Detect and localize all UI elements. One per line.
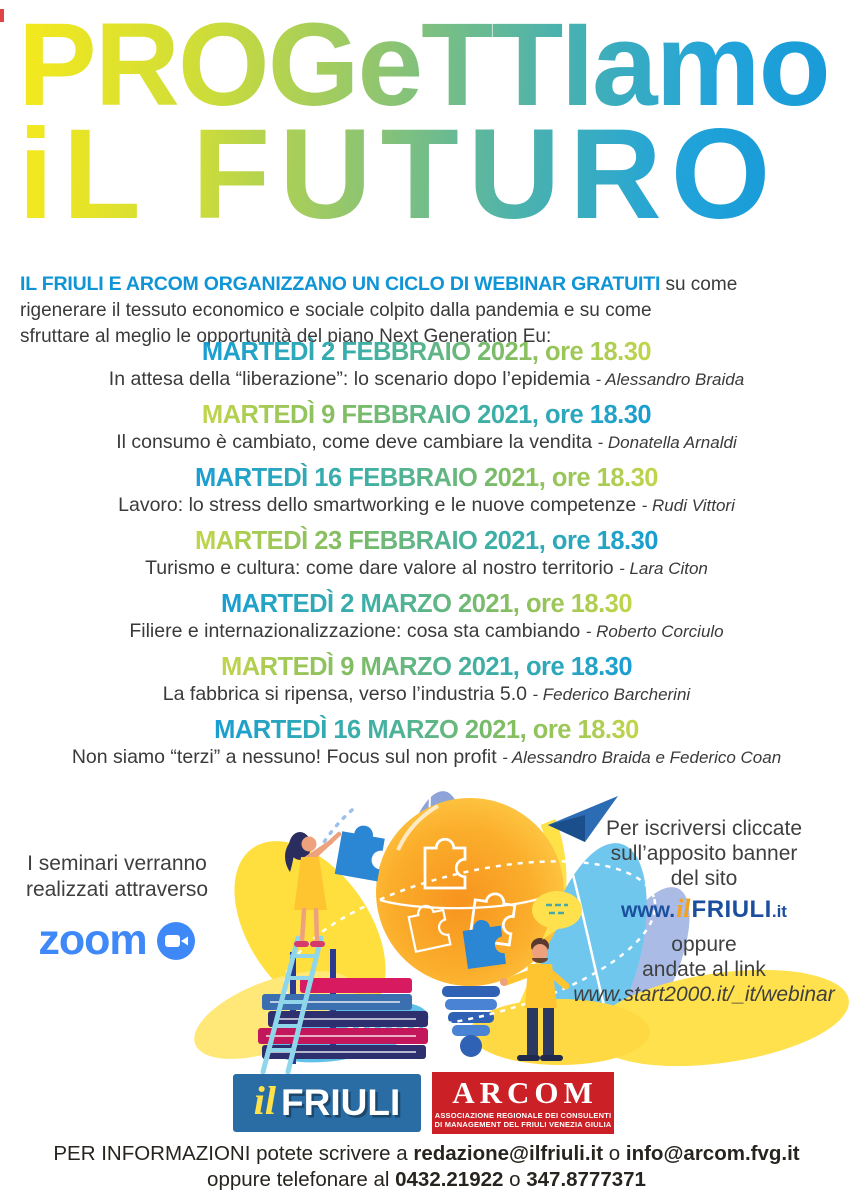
footer-line1-mid: o [608,1142,621,1165]
footer-line2: oppure telefonare al 0432.21922 o 347.87… [0,1167,853,1193]
arcom-logo-name: ARCOM [452,1075,598,1110]
footer-line1: PER INFORMAZIONI potete scrivere a redaz… [0,1141,853,1167]
webinar-entry: MARTEDÌ 23 FEBBRAIO 2021, ore 18.30 Turi… [0,526,853,581]
footer-email-arcom[interactable]: info@arcom.fvg.it [625,1142,800,1165]
webinar-topic-row: Il consumo è cambiato, come deve cambiar… [0,430,853,455]
zoom-logo: zoom [8,919,226,962]
webinar-topic: Non siamo “terzi” a nessuno! Focus sul n… [71,746,497,768]
footer-line1-pre: PER INFORMAZIONI potete scrivere a [53,1142,408,1165]
webinar-date: MARTEDÌ 23 FEBBRAIO 2021, ore 18.30 [195,527,658,555]
subscribe-line2: sull’apposito banner [610,842,798,865]
webinar-topic-row: Filiere e internazionalizzazione: cosa s… [0,619,853,644]
webinar-topic: Filiere e internazionalizzazione: cosa s… [129,620,581,642]
webinar-speaker: - Federico Barcherini [532,685,691,704]
site-il: il [676,894,691,923]
webinar-entry: MARTEDÌ 16 FEBBRAIO 2021, ore 18.30 Lavo… [0,463,853,518]
webinar-topic: Turismo e cultura: come dare valore al n… [145,557,614,579]
arcom-logo: ARCOM ASSOCIAZIONE REGIONALE DEI CONSULE… [432,1072,614,1134]
webinar-date: MARTEDÌ 2 MARZO 2021, ore 18.30 [220,590,633,618]
intro-after-bold: su come [665,274,738,295]
webinar-entry: MARTEDÌ 9 MARZO 2021, ore 18.30 La fabbr… [0,652,853,707]
illustration [194,791,849,1075]
video-camera-icon [156,921,195,960]
webinar-schedule: MARTEDÌ 2 FEBBRAIO 2021, ore 18.30 In at… [0,337,853,778]
webinar-topic-row: La fabbrica si ripensa, verso l’industri… [0,682,853,707]
poster-title-line2: iL FUTURO [18,103,780,246]
webinar-entry: MARTEDÌ 2 MARZO 2021, ore 18.30 Filiere … [0,589,853,644]
webinar-topic-row: In attesa della “liberazione”: lo scenar… [0,367,853,392]
webinar-speaker: - Alessandro Braida e Federico Coan [502,748,782,767]
footer-email-redazione[interactable]: redazione@ilfriuli.it [413,1142,604,1165]
intro-line2: rigenerare il tessuto economico e social… [20,300,652,321]
subscribe-section: Per iscriversi cliccate sull’apposito ba… [556,816,852,1007]
ilfriuli-logo: il FRIULI [233,1074,421,1132]
zoom-section: I seminari verranno realizzati attravers… [8,851,226,962]
site-tld: .it [771,902,787,921]
webinar-date: MARTEDÌ 9 FEBBRAIO 2021, ore 18.30 [201,401,652,429]
arcom-logo-subtitle: ASSOCIAZIONE REGIONALE DEI CONSULENTI DI… [435,1111,612,1129]
zoom-lead-line1: I seminari verranno [27,852,207,875]
footer-contacts: PER INFORMAZIONI potete scrivere a redaz… [0,1141,853,1193]
webinar-topic-row: Turismo e cultura: come dare valore al n… [0,556,853,581]
poster-title: PROGeTTIamo iL FUTURO [18,0,831,246]
subscribe-line3: del sito [670,867,738,890]
footer-line2-mid: o [509,1168,521,1191]
webinar-date: MARTEDÌ 9 MARZO 2021, ore 18.30 [220,653,633,681]
subscribe-line1: Per iscriversi cliccate [605,817,803,840]
webinar-topic-row: Lavoro: lo stress dello smartworking e l… [0,493,853,518]
webinar-date: MARTEDÌ 16 MARZO 2021, ore 18.30 [214,716,639,744]
webinar-speaker: - Alessandro Braida [595,370,745,389]
ilfriuli-logo-name: FRIULI [281,1082,401,1123]
ilfriuli-website-link[interactable]: www.ilFRIULI.it [556,896,852,926]
footer-phone1[interactable]: 0432.21922 [395,1168,504,1191]
webinar-entry: MARTEDÌ 2 FEBBRAIO 2021, ore 18.30 In at… [0,337,853,392]
arcom-sub-line1: ASSOCIAZIONE REGIONALE DEI CONSULENTI [434,1111,612,1120]
subscribe-line4: andate al link [642,958,766,981]
webinar-speaker: - Roberto Corciulo [585,622,724,641]
intro-line3: sfruttare al meglio le opportunità del p… [20,326,551,347]
webinar-speaker: - Rudi Vittori [641,496,735,515]
footer-phone2[interactable]: 347.8777371 [526,1168,646,1191]
webinar-entry: MARTEDÌ 9 FEBBRAIO 2021, ore 18.30 Il co… [0,400,853,455]
webinar-topic-row: Non siamo “terzi” a nessuno! Focus sul n… [0,745,853,770]
webinar-entry: MARTEDÌ 16 MARZO 2021, ore 18.30 Non sia… [0,715,853,770]
site-www: www. [621,899,676,922]
intro-bold-lead: IL FRIULI E ARCOM ORGANIZZANO UN CICLO D… [20,273,661,295]
webinar-topic: In attesa della “liberazione”: lo scenar… [108,368,591,390]
intro-paragraph: IL FRIULI E ARCOM ORGANIZZANO UN CICLO D… [20,271,838,350]
webinar-topic: Il consumo è cambiato, come deve cambiar… [116,431,593,453]
webinar-speaker: - Lara Citon [619,559,708,578]
ilfriuli-logo-il: il [253,1077,277,1123]
webinar-date: MARTEDÌ 2 FEBBRAIO 2021, ore 18.30 [201,338,652,366]
poster-title-line1: PROGeTTIamo [18,0,831,131]
print-registration-mark [0,9,4,22]
zoom-logo-text: zoom [38,916,147,964]
webinar-date: MARTEDÌ 16 FEBBRAIO 2021, ore 18.30 [195,464,658,492]
start2000-webinar-link[interactable]: www.start2000.it/_it/webinar [573,983,835,1006]
webinar-topic: La fabbrica si ripensa, verso l’industri… [162,683,527,705]
webinar-speaker: - Donatella Arnaldi [597,433,737,452]
site-friuli: FRIULI [691,896,772,923]
arcom-sub-line2: DI MANAGEMENT DEL FRIULI VENEZIA GIULIA [434,1120,612,1129]
footer-line2-pre: oppure telefonare al [207,1168,390,1191]
zoom-lead-line2: realizzati attraverso [25,878,209,901]
webinar-topic: Lavoro: lo stress dello smartworking e l… [118,494,637,516]
subscribe-or: oppure [671,933,737,956]
